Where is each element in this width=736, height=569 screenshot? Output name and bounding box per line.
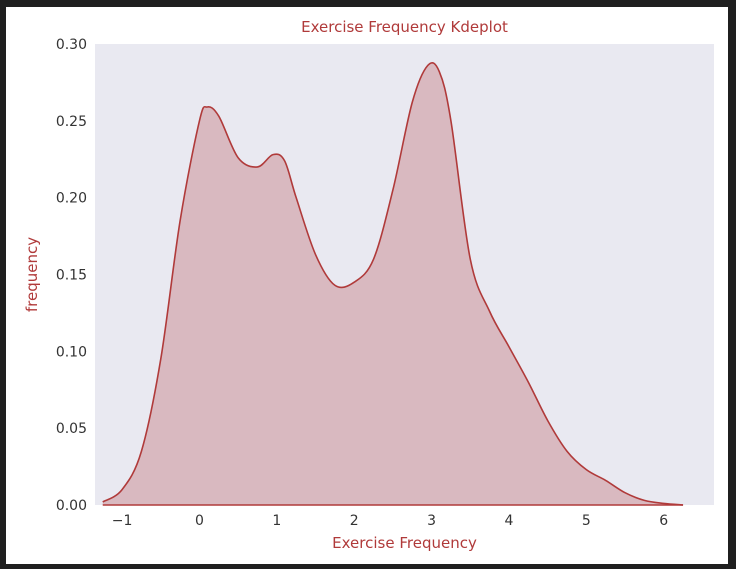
- y-tick-label: 0.00: [56, 498, 87, 514]
- y-tick-label: 0.30: [56, 37, 87, 53]
- y-tick-label: 0.15: [56, 268, 87, 284]
- y-tick-label: 0.25: [56, 114, 87, 130]
- area-layer: [102, 61, 684, 506]
- x-tick-label: 5: [582, 513, 591, 529]
- x-tick-label: 0: [195, 513, 204, 529]
- kde-chart: −1 0 1 2 3 4 5 6 0.00 0.05 0.10 0.15 0.20 0.25 0.30 E…: [23, 18, 714, 552]
- x-tick-label: 4: [504, 513, 513, 529]
- y-tick-label: 0.05: [56, 421, 87, 437]
- y-axis-label: frequency: [23, 237, 41, 312]
- x-tick-label: 3: [427, 513, 436, 529]
- chart-title: Exercise Frequency Kdeplot: [301, 18, 508, 36]
- x-tick-label: 6: [659, 513, 668, 529]
- chart-frame: −1 0 1 2 3 4 5 6 0.00 0.05 0.10 0.15 0.20 0.25 0.30 E…: [6, 7, 728, 564]
- x-tick-label: 1: [272, 513, 281, 529]
- y-tick-labels: 0.00 0.05 0.10 0.15 0.20 0.25 0.30: [56, 37, 87, 514]
- y-tick-label: 0.10: [56, 344, 87, 360]
- x-axis-label: Exercise Frequency: [332, 534, 477, 552]
- kde-area-fill: [102, 62, 684, 505]
- x-tick-labels: −1 0 1 2 3 4 5 6: [112, 513, 668, 529]
- x-tick-label: 2: [350, 513, 359, 529]
- x-tick-label: −1: [112, 513, 133, 529]
- kde-curve-line: [102, 61, 684, 506]
- y-tick-label: 0.20: [56, 191, 87, 207]
